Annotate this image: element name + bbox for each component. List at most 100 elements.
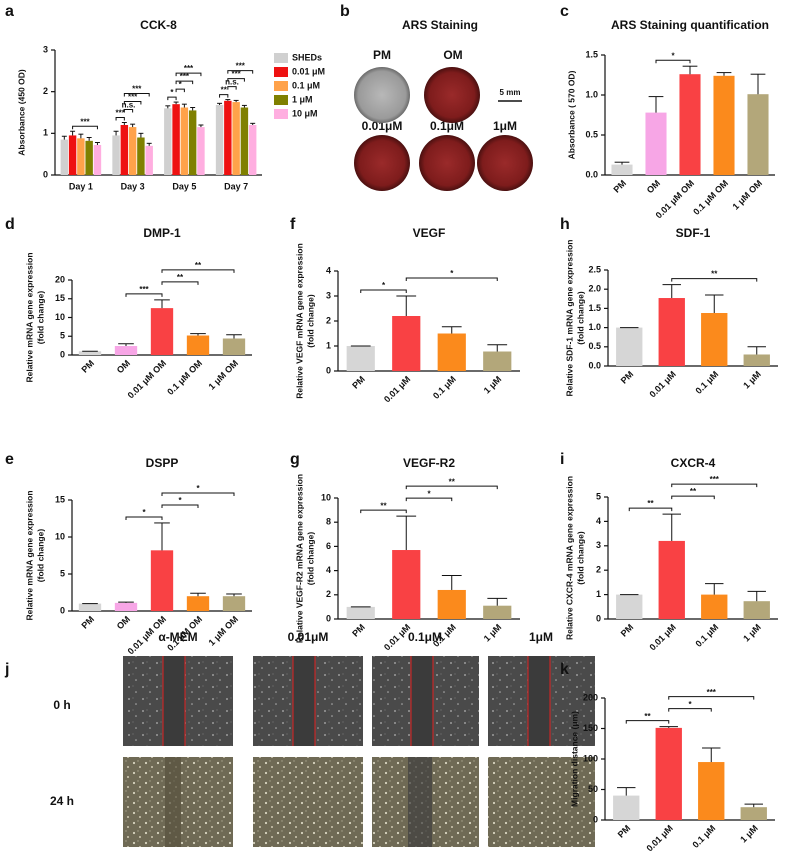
y-tick-label: 0 xyxy=(43,169,48,179)
bar xyxy=(437,589,466,619)
bar xyxy=(483,351,512,371)
bar xyxy=(658,540,685,619)
bar xyxy=(740,807,767,820)
bar xyxy=(645,112,667,175)
significance-label: *** xyxy=(184,64,194,73)
bar xyxy=(248,125,257,175)
bar xyxy=(172,104,180,175)
panel-letter: e xyxy=(5,451,14,468)
bar xyxy=(85,140,93,175)
x-tick-label: PM xyxy=(611,178,628,195)
y-axis-label: (fold change) xyxy=(305,532,315,586)
y-axis-label: Absorbance (450 OD) xyxy=(16,69,26,156)
y-tick-label: 50 xyxy=(588,784,598,794)
y-tick-label: 1 xyxy=(43,128,48,138)
significance-bracket xyxy=(123,109,134,113)
y-tick-label: 5 xyxy=(60,568,65,578)
significance-bracket xyxy=(625,720,670,724)
bar xyxy=(137,137,145,175)
micrograph xyxy=(253,757,363,847)
significance-label: *** xyxy=(707,688,717,697)
gap xyxy=(408,757,432,847)
column-label: 0.1μM xyxy=(408,630,442,644)
x-tick-label: PM xyxy=(350,622,367,639)
significance-label: * xyxy=(688,700,692,709)
scale-label: 5 mm xyxy=(500,88,521,97)
scratch xyxy=(293,656,315,746)
y-tick-label: 2.5 xyxy=(588,264,601,274)
x-tick-label: 0.1 μM xyxy=(690,823,717,850)
significance-bracket xyxy=(125,293,163,297)
y-axis-label: Relative CXCR-4 mRNA gene expression xyxy=(564,476,574,640)
x-tick-label: PM xyxy=(79,614,96,631)
significance-label: *** xyxy=(128,93,138,102)
y-tick-label: 0.5 xyxy=(588,341,601,351)
significance-bracket xyxy=(668,708,712,712)
significance-bracket xyxy=(360,289,407,293)
y-tick-label: 0 xyxy=(326,365,331,375)
panel-letter: f xyxy=(290,216,296,233)
y-tick-label: 2 xyxy=(326,315,331,325)
bar xyxy=(145,145,153,175)
bar xyxy=(222,338,246,355)
y-tick-label: 200 xyxy=(583,692,598,702)
bar xyxy=(93,145,102,175)
panel-title: ARS Staining xyxy=(402,18,478,32)
significance-bracket xyxy=(405,497,453,502)
chart: a CCK-8 Absorbance (450 OD) 0 1 2 3 Day 1 Day 3 D… xyxy=(5,3,325,191)
y-tick-label: 2.0 xyxy=(588,284,601,294)
significance-bracket xyxy=(161,492,235,496)
significance-bracket xyxy=(671,483,758,488)
x-tick-label: Day 7 xyxy=(224,181,248,191)
bar xyxy=(616,327,643,366)
bar xyxy=(77,138,85,175)
significance-label: *** xyxy=(710,475,720,484)
y-axis-label: (fold change) xyxy=(575,531,585,585)
chart-title: VEGF xyxy=(413,226,446,240)
bar xyxy=(222,596,246,611)
x-tick-label: PM xyxy=(619,622,636,639)
significance-bracket xyxy=(175,80,194,85)
significance-label: ** xyxy=(380,501,387,510)
significance-bracket xyxy=(405,485,498,490)
legend-swatch xyxy=(274,95,288,105)
scratch xyxy=(163,656,185,746)
y-tick-label: 0.0 xyxy=(588,360,601,370)
y-tick-label: 8 xyxy=(326,517,331,527)
bar xyxy=(611,164,633,175)
y-tick-label: 1.0 xyxy=(588,322,601,332)
chart: k Migration distance (μm) 0 50 100 150 200 PM 0.… xyxy=(560,661,775,853)
bar xyxy=(437,333,466,371)
panel-letter: g xyxy=(290,451,300,468)
significance-bracket xyxy=(175,72,202,77)
y-tick-label: 0 xyxy=(60,349,65,359)
chart-title: ARS Staining quantification xyxy=(611,18,769,32)
x-tick-label: Day 3 xyxy=(121,181,145,191)
x-tick-label: PM xyxy=(79,358,96,375)
x-tick-label: 0.1 μM OM xyxy=(165,358,204,397)
significance-label: n.s. xyxy=(225,78,239,87)
x-tick-label: Day 1 xyxy=(69,181,93,191)
y-tick-label: 10 xyxy=(321,492,331,502)
x-tick-label: 1 μM OM xyxy=(206,358,240,392)
bar xyxy=(186,335,210,355)
chart-title: SDF-1 xyxy=(676,226,711,240)
significance-label: * xyxy=(382,281,386,290)
bar xyxy=(655,727,682,820)
bar xyxy=(240,107,249,175)
y-tick-label: 5 xyxy=(596,491,601,501)
bar xyxy=(164,108,172,175)
gap xyxy=(165,757,181,847)
chart-title: CCK-8 xyxy=(140,18,177,32)
bar xyxy=(713,75,735,175)
significance-label: * xyxy=(671,51,675,60)
significance-label: *** xyxy=(132,85,142,94)
bar xyxy=(743,601,770,619)
significance-bracket xyxy=(123,101,142,105)
y-tick-label: 2 xyxy=(596,565,601,575)
significance-bracket xyxy=(123,93,150,97)
bar xyxy=(698,762,725,820)
significance-label: * xyxy=(450,269,454,278)
column-label: α-MEM xyxy=(158,630,197,644)
column-label: 0.01μM xyxy=(288,630,329,644)
